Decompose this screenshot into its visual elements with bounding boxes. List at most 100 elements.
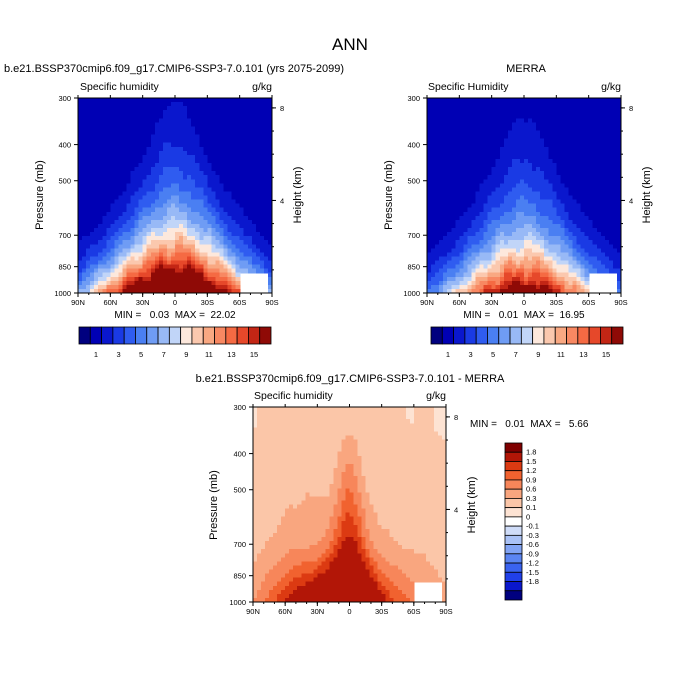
heatmap-cell	[608, 236, 614, 241]
heatmap-cell	[106, 236, 111, 241]
heatmap-cell	[251, 175, 257, 180]
colorbar-swatch	[464, 326, 477, 345]
heatmap-cell	[604, 232, 610, 237]
y-right-tick-label: 4	[280, 196, 284, 205]
heatmap-cell	[524, 146, 529, 152]
heatmap-cell	[503, 195, 509, 201]
heatmap-cell	[564, 175, 570, 180]
heatmap-cell	[263, 199, 269, 205]
heatmap-cell	[243, 158, 249, 164]
heatmap-cell	[499, 179, 505, 184]
heatmap-cell	[552, 175, 557, 180]
heatmap-cell	[580, 199, 586, 205]
heatmap-cell	[584, 268, 590, 274]
heatmap-cell	[142, 211, 148, 217]
heatmap-cell	[223, 260, 229, 266]
heatmap-cell	[487, 138, 493, 144]
heatmap-cell	[483, 158, 489, 164]
heatmap-cell	[439, 114, 444, 119]
heatmap-cell	[556, 228, 561, 233]
heatmap-cell	[503, 276, 509, 282]
heatmap-cell	[183, 232, 188, 237]
heatmap-cell	[261, 415, 266, 420]
heatmap-cell	[138, 252, 144, 258]
heatmap-cell	[580, 126, 586, 132]
heatmap-cell	[560, 191, 566, 197]
heatmap-cell	[576, 211, 582, 217]
heatmap-cell	[86, 154, 91, 160]
heatmap-cell	[207, 158, 212, 164]
heatmap-cell	[560, 118, 566, 123]
heatmap-cell	[106, 203, 111, 209]
heatmap-cell	[439, 191, 444, 197]
heatmap-cell	[98, 203, 103, 209]
heatmap-cell	[564, 215, 570, 221]
heatmap-cell	[427, 134, 432, 140]
heatmap-cell	[564, 195, 570, 201]
heatmap-cell	[146, 211, 152, 217]
heatmap-cell	[479, 179, 485, 184]
heatmap-cell	[191, 276, 196, 282]
heatmap-cell	[532, 288, 537, 294]
heatmap-cell	[102, 158, 107, 164]
heatmap-cell	[544, 276, 549, 282]
heatmap-cell	[78, 179, 83, 184]
heatmap-cell	[273, 407, 278, 412]
heatmap-cell	[495, 118, 501, 123]
heatmap-cell	[435, 244, 440, 249]
heatmap-cell	[235, 154, 241, 160]
heatmap-cell	[134, 110, 140, 115]
heatmap-cell	[199, 223, 204, 229]
heatmap-cell	[166, 142, 172, 148]
heatmap-cell	[251, 102, 257, 107]
heatmap-cell	[515, 199, 521, 205]
heatmap-cell	[251, 122, 257, 128]
heatmap-cell	[215, 146, 221, 152]
heatmap-cell	[592, 179, 598, 184]
heatmap-cell	[528, 240, 533, 245]
heatmap-cell	[142, 183, 148, 188]
heatmap-cell	[170, 167, 176, 172]
heatmap-cell	[580, 232, 586, 237]
heatmap-cell	[536, 268, 541, 274]
heatmap-cell	[491, 207, 497, 213]
heatmap-cell	[560, 215, 566, 221]
heatmap-cell	[455, 138, 460, 144]
heatmap-cell	[138, 187, 144, 193]
heatmap-cell	[138, 228, 144, 233]
heatmap-cell	[146, 236, 152, 241]
heatmap-cell	[483, 154, 489, 160]
heatmap-cell	[239, 199, 245, 205]
heatmap-cell	[475, 268, 481, 274]
heatmap-cell	[459, 260, 464, 266]
heatmap-cell	[576, 256, 582, 262]
heatmap-cell	[187, 284, 192, 290]
heatmap-cell	[604, 264, 610, 270]
heatmap-cell	[219, 167, 225, 172]
heatmap-cell	[134, 171, 140, 176]
heatmap-cell	[150, 146, 156, 152]
heatmap-cell	[604, 122, 610, 128]
heatmap-cell	[588, 110, 594, 115]
heatmap-cell	[239, 171, 245, 176]
heatmap-cell	[479, 191, 485, 197]
heatmap-cell	[110, 195, 115, 201]
heatmap-cell	[584, 130, 590, 136]
heatmap-cell	[487, 114, 493, 119]
heatmap-cell	[179, 167, 184, 172]
heatmap-cell	[604, 268, 610, 274]
heatmap-cell	[540, 142, 545, 148]
heatmap-cell	[499, 232, 505, 237]
heatmap-cell	[568, 110, 574, 115]
heatmap-cell	[483, 142, 489, 148]
heatmap-cell	[191, 272, 196, 278]
heatmap-cell	[612, 211, 618, 217]
heatmap-cell	[313, 411, 318, 416]
heatmap-cell	[491, 150, 497, 156]
heatmap-cell	[507, 199, 513, 205]
heatmap-cell	[532, 223, 537, 229]
heatmap-cell	[247, 223, 253, 229]
heatmap-cell	[179, 183, 184, 188]
heatmap-cell	[431, 167, 436, 172]
heatmap-cell	[333, 415, 339, 420]
